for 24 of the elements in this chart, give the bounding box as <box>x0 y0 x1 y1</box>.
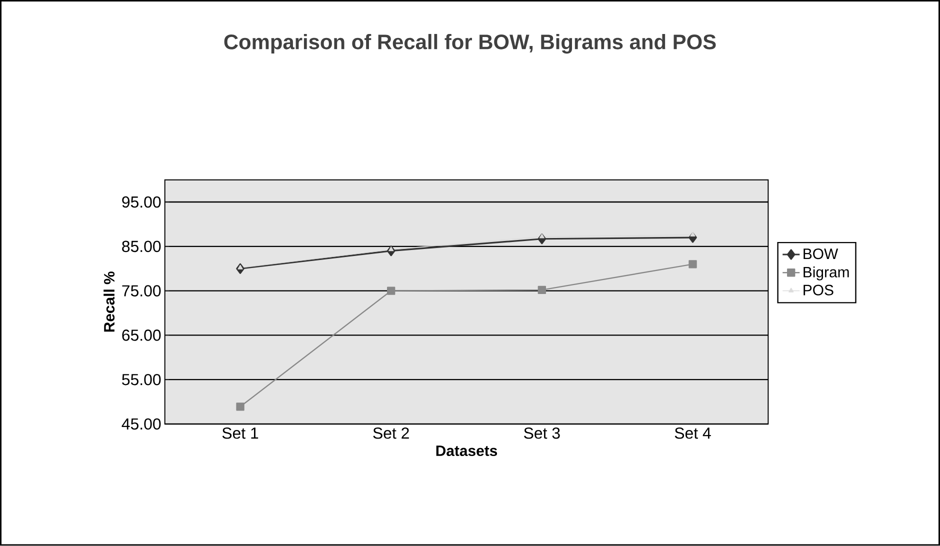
y-axis-title: Recall % <box>104 272 115 332</box>
point <box>690 232 696 237</box>
chart-title: Comparison of Recall for BOW, Bigrams and POS <box>224 34 716 54</box>
point <box>539 234 544 238</box>
x-tick-label: Set 3 <box>524 428 560 439</box>
point <box>387 286 396 296</box>
y-tick-label: 55.00 <box>122 374 161 386</box>
x-axis-title: Datasets <box>436 446 498 456</box>
x-tick-label: Set 1 <box>222 428 258 439</box>
point <box>538 286 546 294</box>
point <box>238 264 243 270</box>
x-tick-label: Set 4 <box>674 428 711 439</box>
legend-label: BOW <box>804 248 838 260</box>
y-tick-label: 85.00 <box>122 240 161 252</box>
legend-label: POS <box>804 284 834 296</box>
point <box>236 402 244 411</box>
y-tick-label: 95.00 <box>122 196 161 208</box>
legend-label: Bigram <box>804 266 849 280</box>
y-tick-label: 45.00 <box>122 418 161 430</box>
x-tick-label: Set 2 <box>373 428 409 439</box>
point <box>388 246 394 252</box>
point <box>688 260 697 268</box>
y-tick-label: 75.00 <box>122 285 161 297</box>
y-tick-label: 65.00 <box>122 330 161 341</box>
